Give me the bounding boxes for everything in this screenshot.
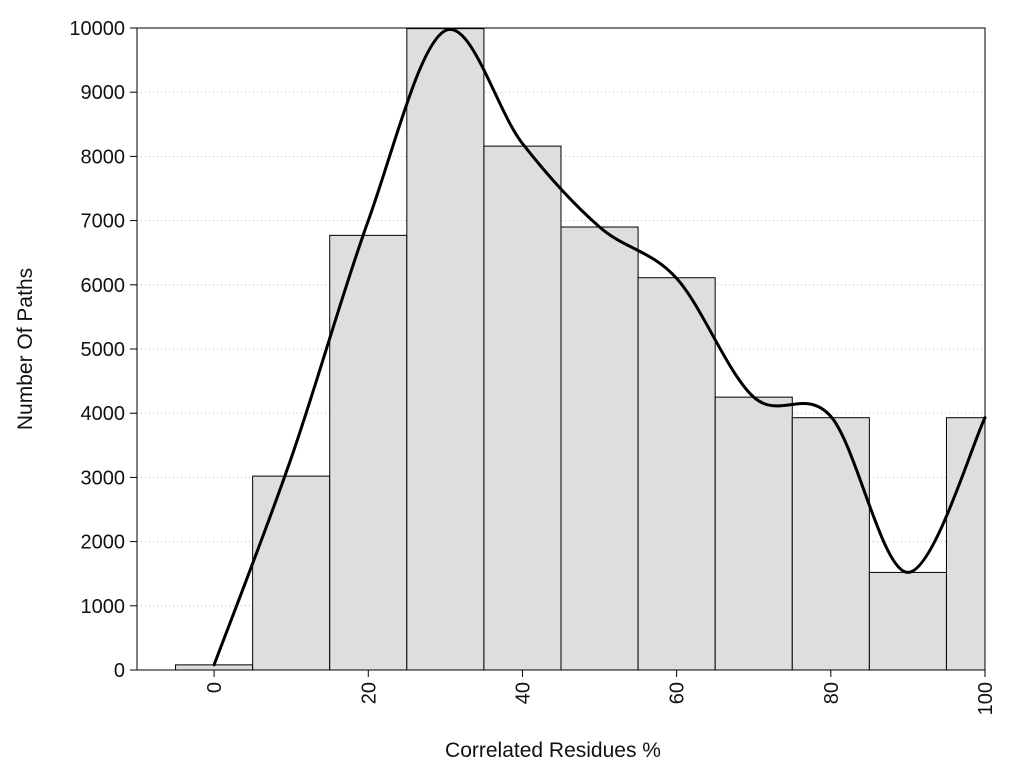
bar [791, 417, 870, 671]
y-tick-label: 7000 [81, 211, 126, 233]
bar [637, 277, 716, 671]
y-tick-label: 8000 [81, 146, 126, 168]
bar [329, 234, 408, 671]
bar [945, 417, 986, 671]
x-tick-label: 20 [358, 682, 380, 704]
y-tick-label: 10000 [69, 18, 125, 40]
y-axis: 0 1000 2000 3000 4000 5000 6000 7000 8000 9000 100… [69, 18, 137, 682]
x-tick-label: 60 [667, 682, 689, 704]
bar [714, 396, 793, 671]
smoothed-curve [212, 27, 987, 667]
y-tick-label: 3000 [81, 467, 126, 489]
bar [560, 226, 639, 671]
y-tick-label: 6000 [81, 275, 126, 297]
y-tick-label: 5000 [81, 339, 126, 361]
bar [868, 571, 947, 671]
bar [406, 28, 485, 671]
y-tick-label: 0 [114, 660, 125, 682]
x-tick-label: 80 [821, 682, 843, 704]
x-tick-label: 100 [975, 682, 997, 715]
x-tick-label: 40 [512, 682, 534, 704]
y-tick-label: 9000 [81, 82, 126, 104]
x-tick-label: 0 [204, 682, 226, 693]
x-axis-title: Correlated Residues % [445, 739, 661, 762]
y-tick-label: 2000 [81, 532, 126, 554]
x-axis: 0 20 40 60 80 100 [204, 670, 997, 715]
y-axis-title: Number Of Paths [14, 268, 37, 430]
bar [483, 145, 562, 671]
y-tick-label: 4000 [81, 403, 126, 425]
bar [252, 475, 331, 671]
bars-group [175, 28, 986, 671]
y-tick-label: 1000 [81, 596, 126, 618]
